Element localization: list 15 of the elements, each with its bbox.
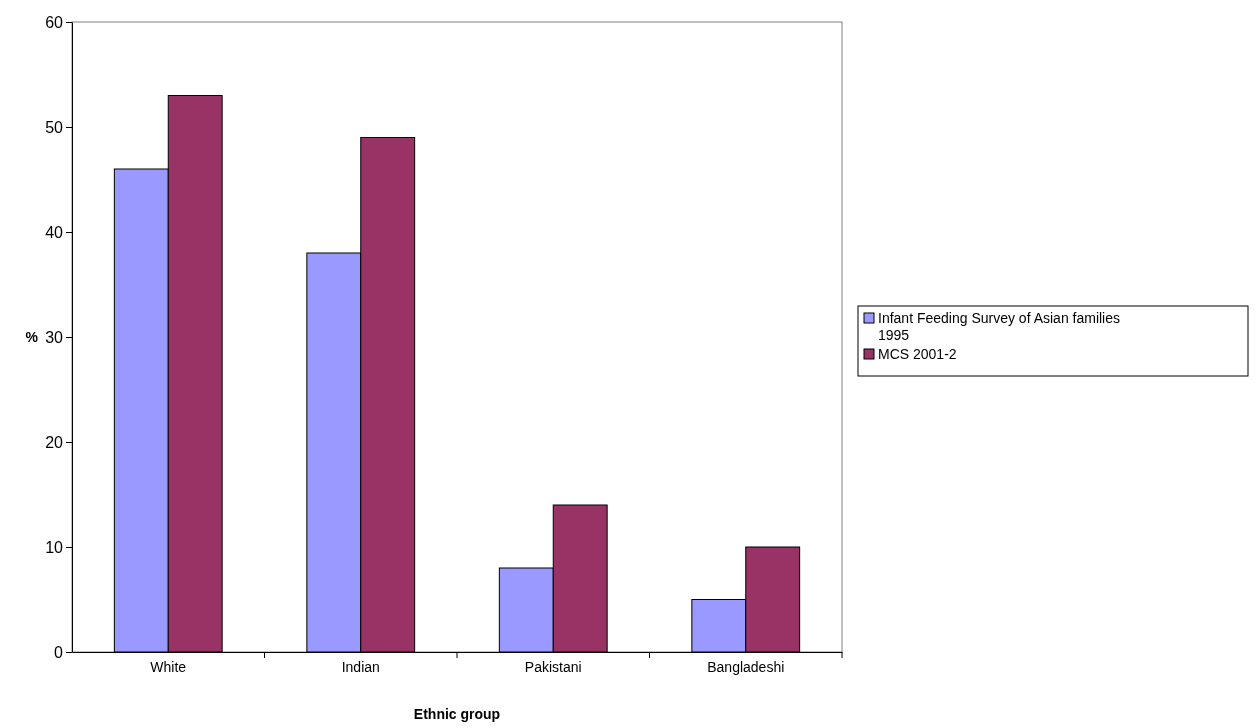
y-tick-label: 20 — [45, 433, 64, 451]
y-tick-label: 10 — [45, 538, 64, 556]
y-tick-label: 60 — [45, 13, 64, 31]
legend-label: Infant Feeding Survey of Asian families 1995 — [878, 310, 1121, 343]
y-axis-title: % — [25, 329, 39, 345]
x-tick-label: White — [150, 658, 187, 675]
x-tick-label: Bangladeshi — [707, 658, 785, 675]
y-tick-label: 0 — [54, 643, 64, 661]
x-tick-label: Pakistani — [524, 658, 582, 675]
y-tick-label: 30 — [45, 328, 64, 346]
x-tick-label: Indian — [341, 658, 380, 675]
y-tick-label: 40 — [45, 223, 64, 241]
y-tick-label: 50 — [45, 118, 64, 136]
x-axis-title: Ethnic group — [413, 706, 501, 722]
legend-label: MCS 2001-2 — [878, 346, 957, 362]
